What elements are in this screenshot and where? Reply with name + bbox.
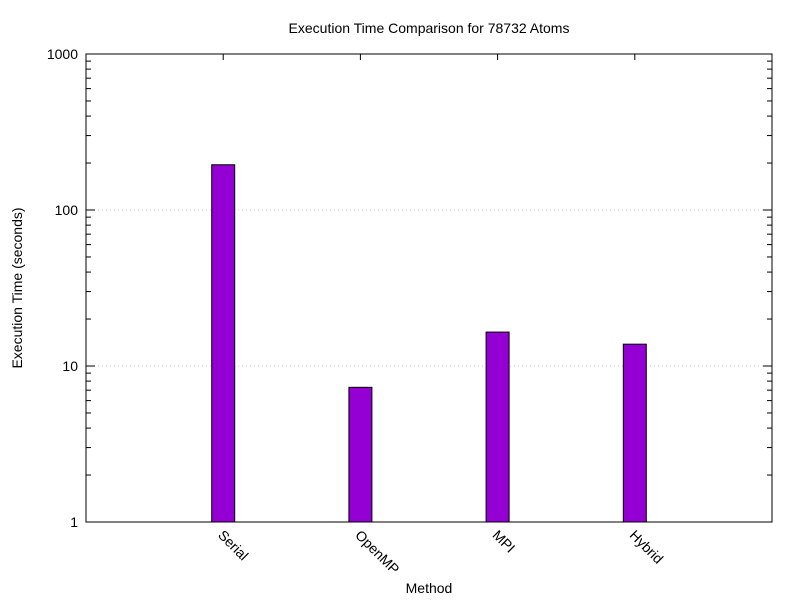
x-tick-label: MPI [489,527,518,556]
x-axis-label: Method [406,580,453,596]
x-tick-label: OpenMP [352,527,402,577]
y-tick-label: 100 [55,202,79,218]
y-tick-label: 1000 [47,46,78,62]
y-tick-label: 1 [70,514,78,530]
bar-mpi [485,331,510,523]
x-axis-ticks: Serial OpenMP MPI Hybrid [215,54,667,577]
grid-lines [86,209,772,367]
bars [211,164,647,523]
x-tick-label: Hybrid [627,527,667,567]
chart-title: Execution Time Comparison for 78732 Atom… [289,20,570,36]
plot-frame [85,53,773,523]
x-tick-label: Serial [215,527,252,564]
bar-hybrid [622,343,647,523]
y-axis-label: Execution Time (seconds) [9,207,25,368]
y-axis-ticks: 1 10 100 1000 [47,46,772,530]
bar-openmp [348,386,373,523]
bar-serial [211,164,236,523]
y-tick-label: 10 [62,358,78,374]
